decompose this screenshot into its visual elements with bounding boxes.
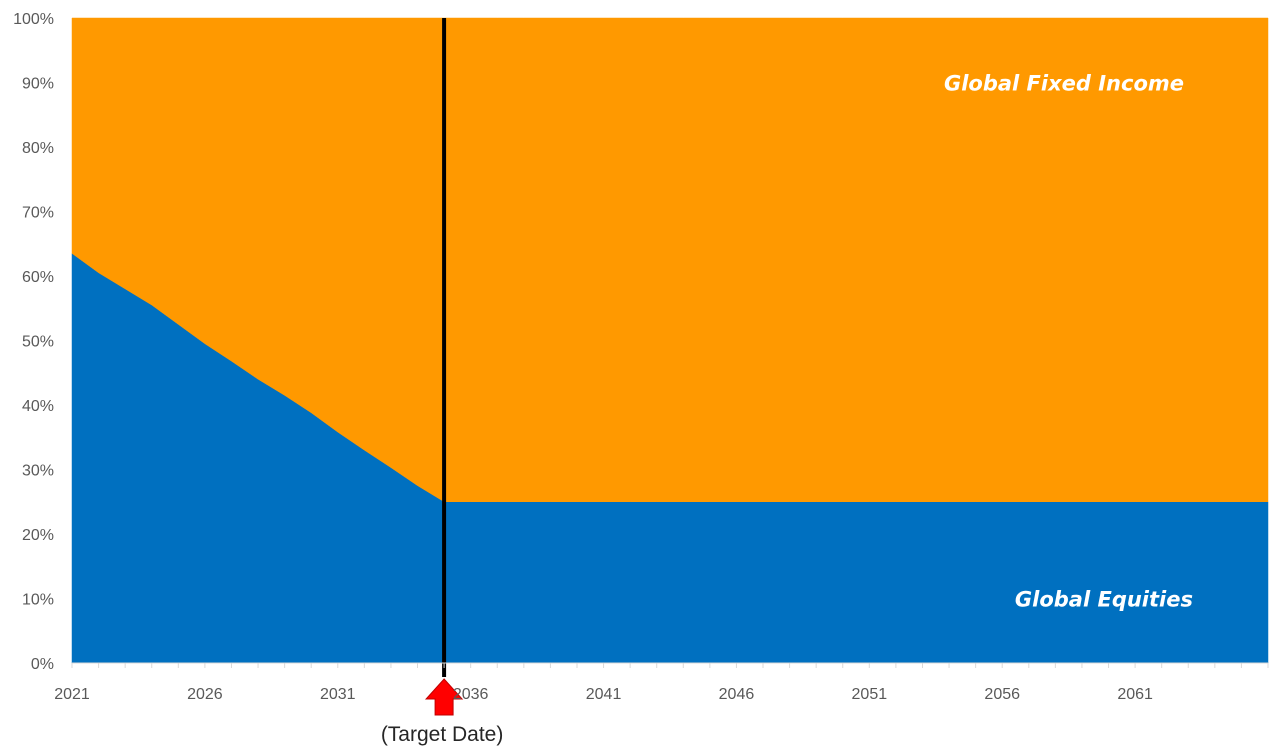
target-date-arrow: [424, 678, 464, 716]
y-tick-label: 100%: [13, 11, 54, 28]
x-tick-label: 2061: [1117, 686, 1153, 703]
y-axis: 0% 10% 20% 30% 40% 50% 60% 70% 80% 90% 100%: [13, 11, 54, 673]
x-tick-label: 2056: [984, 686, 1020, 703]
target-date-marker: [424, 18, 464, 716]
y-tick-label: 20%: [22, 527, 54, 544]
y-tick-label: 30%: [22, 463, 54, 480]
series-labels: Global Fixed Income Global Equities: [944, 72, 1193, 612]
series-label-global-equities: Global Equities: [1015, 588, 1193, 612]
area-global-fixed-income: [71, 17, 1269, 502]
y-tick-label: 90%: [22, 76, 54, 93]
y-tick-label: 80%: [22, 140, 54, 157]
y-tick-label: 0%: [31, 656, 54, 673]
series-label-global-fixed-income: Global Fixed Income: [944, 72, 1184, 96]
x-axis: 2021 2026 2031 2036 2041 2046 2051 2056 2061: [54, 662, 1269, 703]
y-tick-label: 10%: [22, 592, 54, 609]
y-tick-label: 70%: [22, 205, 54, 222]
target-date-label: (Target Date): [381, 723, 504, 746]
x-tick-label: 2051: [852, 686, 888, 703]
x-tick-label: 2046: [719, 686, 755, 703]
series-areas: [71, 17, 1269, 664]
x-tick-label: 2021: [54, 686, 90, 703]
y-tick-label: 50%: [22, 334, 54, 351]
x-tick-label: 2026: [187, 686, 223, 703]
x-tick-label: 2041: [586, 686, 622, 703]
x-tick-label: 2036: [453, 686, 489, 703]
y-tick-label: 40%: [22, 398, 54, 415]
x-tick-label: 2031: [320, 686, 356, 703]
y-tick-label: 60%: [22, 269, 54, 286]
